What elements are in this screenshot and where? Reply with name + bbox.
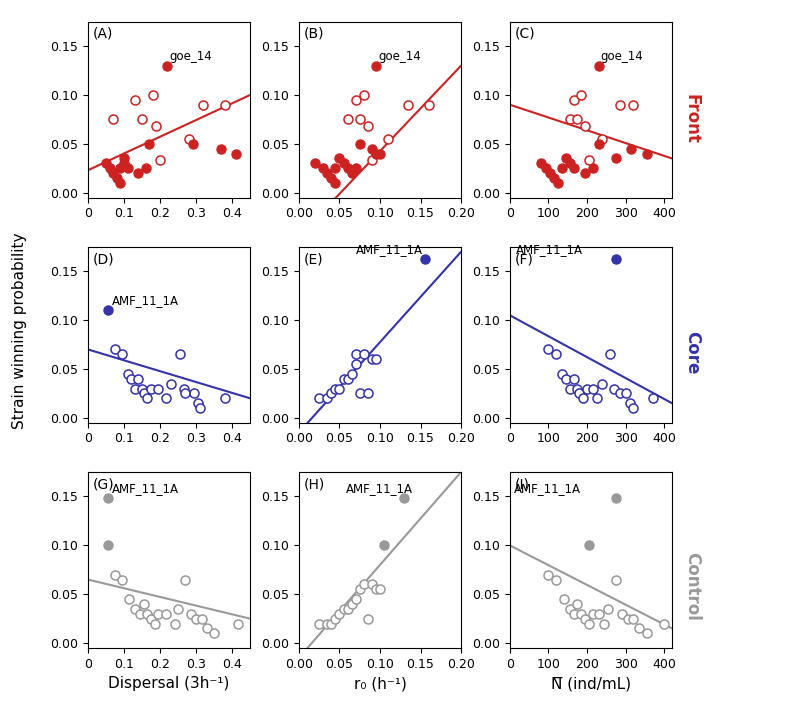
Text: goe_14: goe_14	[169, 50, 212, 63]
X-axis label: Dispersal (3h⁻¹): Dispersal (3h⁻¹)	[109, 676, 230, 691]
Text: Strain winning probability: Strain winning probability	[13, 233, 27, 429]
Text: Control: Control	[683, 552, 701, 621]
Text: Core: Core	[683, 331, 701, 374]
Text: AMF_11_1A: AMF_11_1A	[111, 294, 178, 307]
Text: Front: Front	[683, 94, 701, 144]
Text: (D): (D)	[93, 252, 114, 266]
Text: AMF_11_1A: AMF_11_1A	[514, 482, 581, 495]
Text: (I): (I)	[514, 477, 530, 491]
Text: AMF_11_1A: AMF_11_1A	[515, 243, 582, 256]
Text: (A): (A)	[93, 27, 114, 41]
Text: goe_14: goe_14	[601, 50, 643, 63]
Text: (F): (F)	[514, 252, 534, 266]
Text: (H): (H)	[304, 477, 325, 491]
Text: (B): (B)	[304, 27, 324, 41]
Text: (E): (E)	[304, 252, 323, 266]
Text: (C): (C)	[514, 27, 535, 41]
Text: goe_14: goe_14	[378, 50, 421, 63]
Text: (G): (G)	[93, 477, 114, 491]
X-axis label: N̅ (ind/mL): N̅ (ind/mL)	[551, 676, 631, 691]
Text: AMF_11_1A: AMF_11_1A	[346, 482, 413, 495]
Text: AMF_11_1A: AMF_11_1A	[111, 482, 178, 495]
X-axis label: r₀ (h⁻¹): r₀ (h⁻¹)	[354, 676, 406, 691]
Text: AMF_11_1A: AMF_11_1A	[356, 243, 422, 256]
